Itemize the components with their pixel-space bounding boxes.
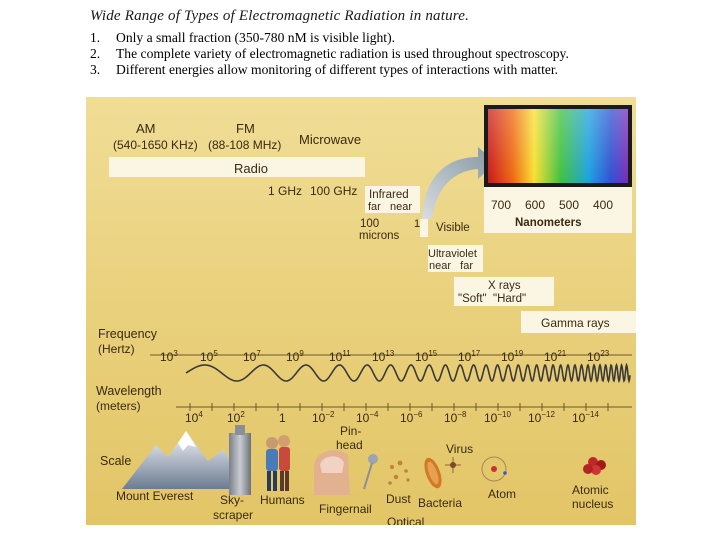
freq-tick: 107 [243, 349, 261, 364]
visible-band-box [420, 219, 428, 237]
frequency-unit: (Hertz) [98, 342, 135, 356]
hundred-ghz-label: 100 GHz [310, 184, 357, 198]
frequency-ticks: 103 105 107 109 1011 1013 1015 1017 1019… [160, 349, 610, 364]
pinhead-label-1: Pin- [340, 424, 361, 438]
bullet-item: 3. Different energies allow monitoring o… [90, 62, 569, 78]
slide-title: Wide Range of Types of Electromagnetic R… [90, 8, 470, 24]
wl-tick: 10−8 [444, 410, 467, 425]
one-ghz-label: 1 GHz [268, 184, 302, 198]
bullet-item: 2. The complete variety of electromagnet… [90, 46, 569, 62]
radio-band-box [109, 157, 365, 177]
wl-tick: 1 [279, 411, 286, 425]
microns-one: 1 [414, 218, 420, 230]
microwave-label: Microwave [299, 132, 361, 147]
virus-label: Virus [446, 442, 473, 456]
bullet-text: Different energies allow monitoring of d… [116, 62, 559, 77]
microns-unit: microns [359, 230, 400, 242]
wl-tick: 10−4 [356, 410, 379, 425]
atomic-nucleus-icon [583, 457, 606, 475]
wl-tick: 102 [227, 410, 245, 425]
microns-value: 100 [360, 218, 379, 230]
skyscraper-label-2: scraper [213, 508, 253, 522]
pinhead-label-2: head [336, 438, 363, 452]
nm-tick: 500 [559, 198, 579, 212]
skyscraper-icon [229, 433, 251, 495]
scale-label: Scale [100, 454, 131, 468]
infrared-sub-label: far near [368, 201, 412, 213]
infrared-band-box [365, 186, 420, 213]
visible-label: Visible [436, 222, 470, 234]
am-label: AM [136, 121, 156, 136]
bullet-text: The complete variety of electromagnetic … [116, 46, 569, 61]
freq-tick: 1011 [329, 349, 351, 364]
wl-tick: 10−14 [572, 410, 599, 425]
humans-label: Humans [260, 493, 305, 507]
mount-everest-icon [122, 431, 242, 489]
fingernail-label: Fingernail [319, 502, 372, 516]
nanometer-box [484, 187, 632, 233]
wl-tick: 10−2 [312, 410, 335, 425]
freq-tick: 1021 [544, 349, 567, 364]
skyscraper-label-1: Sky- [220, 493, 244, 507]
frequency-label: Frequency [98, 327, 158, 341]
wavelength-unit: (meters) [96, 399, 141, 413]
visible-arrow [422, 147, 496, 219]
wl-tick: 10−6 [400, 410, 423, 425]
pinhead-icon [363, 454, 378, 490]
em-spectrum-svg: AM (540-1650 KHz) FM (88-108 MHz) Microw… [96, 105, 636, 525]
wl-tick: 10−12 [528, 410, 555, 425]
fm-range: (88-108 MHz) [208, 138, 281, 152]
gamma-band-box [521, 311, 636, 333]
atom-label: Atom [488, 487, 516, 501]
radio-label: Radio [234, 161, 268, 176]
dust-icon [388, 460, 410, 485]
nm-tick: 400 [593, 198, 613, 212]
nm-tick: 600 [525, 198, 545, 212]
nm-tick: 700 [491, 198, 511, 212]
virus-icon [445, 457, 461, 473]
freq-tick: 1019 [501, 349, 524, 364]
atom-icon [481, 456, 507, 482]
freq-tick: 1017 [458, 349, 481, 364]
wavelength-wave [185, 362, 631, 384]
mount-everest-label: Mount Everest [116, 489, 194, 503]
freq-tick: 103 [160, 349, 178, 364]
wavelength-ticks: 104 102 1 10−2 10−4 10−6 10−8 10−10 10−1… [185, 410, 599, 425]
bacteria-label: Bacteria [418, 496, 462, 510]
ultraviolet-label: Ultraviolet [428, 248, 477, 260]
wavelength-tick-marks [189, 403, 609, 411]
freq-tick: 1015 [415, 349, 438, 364]
atomic-nucleus-label-2: nucleus [572, 497, 613, 511]
wavelength-label: Wavelength [96, 384, 162, 398]
bullet-number: 3. [90, 62, 101, 77]
wl-tick: 104 [185, 410, 203, 425]
infrared-label: Infrared [369, 189, 409, 201]
optical-label: Optical [387, 515, 424, 525]
bullet-number: 1. [90, 30, 101, 45]
freq-tick: 1013 [372, 349, 395, 364]
ultraviolet-band-box [428, 245, 483, 272]
em-spectrum-figure: AM (540-1650 KHz) FM (88-108 MHz) Microw… [86, 97, 636, 525]
ultraviolet-sub-label: near far [429, 260, 473, 272]
bullet-number: 2. [90, 46, 101, 61]
bullet-item: 1. Only a small fraction (350-780 nM is … [90, 30, 569, 46]
dust-label: Dust [386, 492, 411, 506]
wl-tick: 10−10 [484, 410, 511, 425]
bullet-list: 1. Only a small fraction (350-780 nM is … [90, 30, 569, 78]
freq-tick: 1023 [587, 349, 610, 364]
xray-sub-label: "Soft" "Hard" [458, 293, 526, 305]
bullet-text: Only a small fraction (350-780 nM is vis… [116, 30, 396, 45]
xray-label: X rays [488, 280, 521, 292]
atomic-nucleus-label-1: Atomic [572, 483, 609, 497]
freq-tick: 109 [286, 349, 304, 364]
am-range: (540-1650 KHz) [113, 138, 198, 152]
fm-label: FM [236, 121, 255, 136]
humans-icon [266, 435, 290, 491]
freq-tick: 105 [200, 349, 218, 364]
xray-band-box [454, 277, 554, 306]
gamma-label: Gamma rays [541, 316, 610, 330]
scale-illustrations [122, 425, 606, 495]
bacteria-icon [424, 457, 442, 489]
nanometers-label: Nanometers [515, 217, 581, 229]
